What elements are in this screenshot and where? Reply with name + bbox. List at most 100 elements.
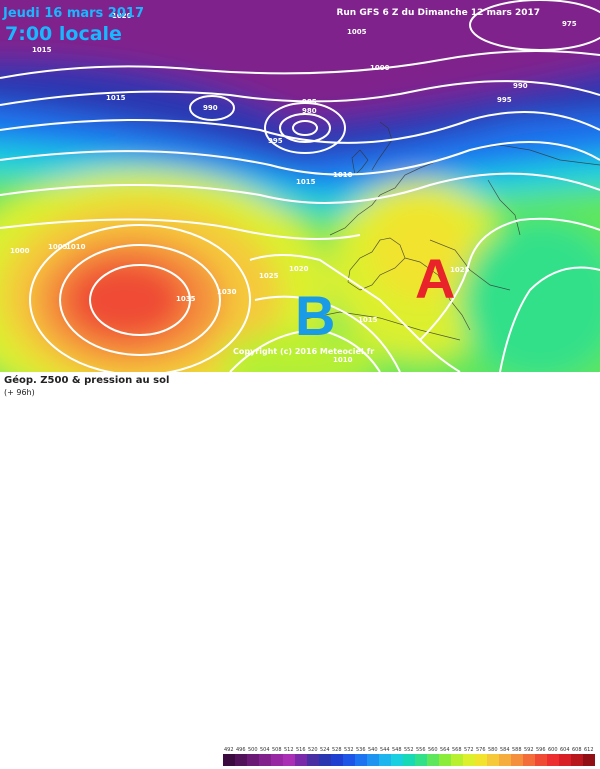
legend-tick-label: 592 [524, 747, 534, 753]
isobar-label: 975 [562, 20, 577, 28]
legend-tick-label: 516 [296, 747, 306, 753]
legend-color-swatch [223, 754, 236, 766]
isobar-label: 1030 [217, 288, 237, 296]
footer: Géop. Z500 & pression au sol (+ 96h) 492… [0, 372, 600, 766]
high-pressure-marker: A [415, 247, 456, 310]
legend-color-swatch [319, 754, 332, 766]
legend-tick-label: 528 [332, 747, 342, 753]
legend-tick-label: 604 [560, 747, 570, 753]
isobar-label: 1000 [10, 247, 30, 255]
legend-tick-label: 536 [356, 747, 366, 753]
legend-tick-label: 544 [380, 747, 390, 753]
legend-tick-label: 568 [452, 747, 462, 753]
legend-tick-label: 564 [440, 747, 450, 753]
legend-tick-label: 520 [308, 747, 318, 753]
legend-tick-label: 492 [224, 747, 234, 753]
legend-color-swatch [475, 754, 488, 766]
legend-color-swatch [331, 754, 344, 766]
legend-tick-label: 500 [248, 747, 258, 753]
isobar-label: 1010 [333, 171, 353, 179]
legend-tick-label: 596 [536, 747, 546, 753]
isobar-label: 1000 [370, 64, 390, 72]
isobar-label: 1010 [66, 243, 86, 251]
legend-color-swatch [295, 754, 308, 766]
legend-tick-label: 576 [476, 747, 486, 753]
low-pressure-marker: B [295, 284, 336, 347]
copyright-notice: Copyright (c) 2016 Meteociel.fr [233, 347, 375, 356]
legend-color-swatch [511, 754, 524, 766]
legend-tick-label: 584 [500, 747, 510, 753]
isobar-label: 1015 [296, 178, 316, 186]
legend-color-swatch [523, 754, 536, 766]
map-canvas: 1020 1015 975 1005 1000 990 990 985 980 … [0, 0, 600, 372]
isobar-label: 990 [513, 82, 528, 90]
legend-tick-label: 540 [368, 747, 378, 753]
legend-color-swatch [247, 754, 260, 766]
legend-tick-label: 504 [260, 747, 270, 753]
legend-color-swatch [535, 754, 548, 766]
legend-color-swatch [547, 754, 560, 766]
legend-color-swatch [307, 754, 320, 766]
legend-color-swatch [571, 754, 584, 766]
isobar-label: 1025 [259, 272, 279, 280]
legend-color-swatch [583, 754, 595, 766]
isobar-label: 1020 [112, 12, 132, 20]
weather-map: 1020 1015 975 1005 1000 990 990 985 980 … [0, 0, 600, 372]
forecast-range: (+ 96h) [4, 388, 35, 397]
isobar-labels: 1020 1015 975 1005 1000 990 990 985 980 … [10, 12, 577, 364]
forecast-time: 7:00 locale [5, 23, 122, 45]
legend-color-swatch [487, 754, 500, 766]
legend-tick-label: 572 [464, 747, 474, 753]
isobar-label: 1015 [358, 316, 378, 324]
legend-tick-label: 512 [284, 747, 294, 753]
color-scale-legend: 492 496 500 504 508 512 516 520 524 528 532 536 540 5… [223, 747, 595, 766]
legend-color-swatch [283, 754, 296, 766]
legend-tick-label: 600 [548, 747, 558, 753]
isobar-label: 985 [302, 98, 317, 106]
legend-tick-label: 552 [404, 747, 414, 753]
legend-color-swatch [499, 754, 512, 766]
isobar-label: 1005 [48, 243, 68, 251]
legend-color-swatch [451, 754, 464, 766]
legend-color-swatch [355, 754, 368, 766]
legend-tick-label: 560 [428, 747, 438, 753]
isobar-lines [0, 0, 600, 372]
legend-color-swatch [403, 754, 416, 766]
isobar-label: 1005 [347, 28, 367, 36]
isobar-label: 1035 [176, 295, 196, 303]
legend-color-swatch [271, 754, 284, 766]
legend-color-swatch [391, 754, 404, 766]
geopotential-field [0, 0, 600, 372]
legend-color-swatch [235, 754, 248, 766]
legend-color-swatch [343, 754, 356, 766]
legend-color-swatch [559, 754, 572, 766]
legend-tick-label: 532 [344, 747, 354, 753]
legend-color-swatch [367, 754, 380, 766]
legend-color-swatch [379, 754, 392, 766]
legend-color-swatch [415, 754, 428, 766]
legend-tick-label: 508 [272, 747, 282, 753]
legend-tick-label: 612 [584, 747, 594, 753]
isobar-label: 995 [497, 96, 512, 104]
forecast-date: Jeudi 16 mars 2017 [3, 6, 144, 21]
legend-tick-label: 496 [236, 747, 246, 753]
chart-title: Géop. Z500 & pression au sol [4, 375, 170, 386]
legend-tick-label: 556 [416, 747, 426, 753]
isobar-label: 1025 [450, 266, 470, 274]
isobar-label: 995 [268, 137, 283, 145]
legend-tick-label: 580 [488, 747, 498, 753]
legend-tick-label: 548 [392, 747, 402, 753]
isobar-label: 1010 [333, 356, 353, 364]
legend-color-swatch [259, 754, 272, 766]
legend-tick-label: 524 [320, 747, 330, 753]
isobar-label: 980 [302, 107, 317, 115]
legend-color-swatch [427, 754, 440, 766]
legend-color-swatch [463, 754, 476, 766]
isobar-label: 990 [203, 104, 218, 112]
legend-tick-label: 608 [572, 747, 582, 753]
isobar-label: 1015 [106, 94, 126, 102]
coastlines [299, 121, 600, 341]
isobar-label: 1015 [32, 46, 52, 54]
legend-tick-label: 588 [512, 747, 522, 753]
isobar-label: 1020 [289, 265, 309, 273]
